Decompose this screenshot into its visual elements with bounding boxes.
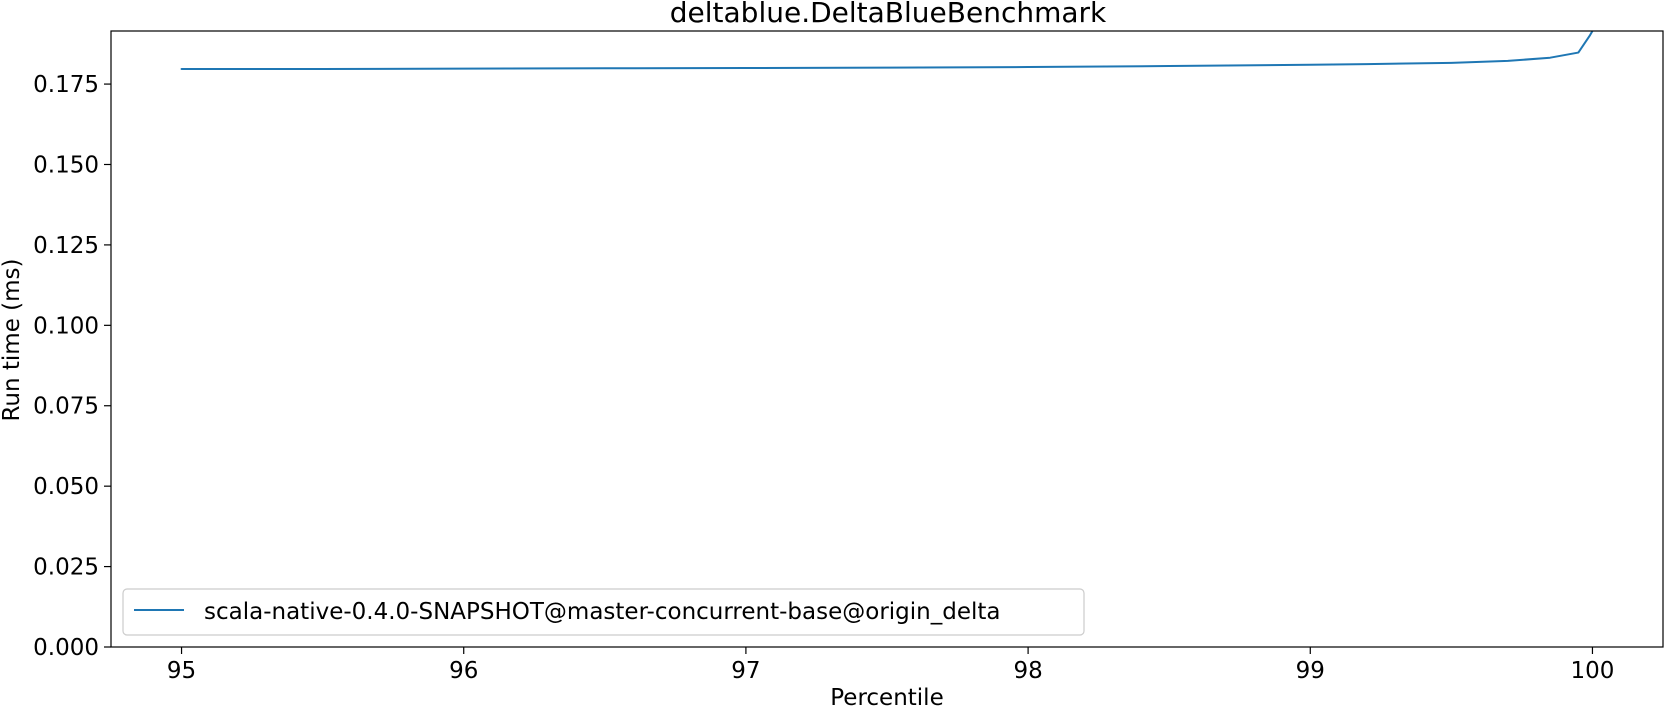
x-tick-label: 95: [167, 658, 196, 684]
y-tick-label: 0.100: [33, 313, 99, 339]
y-tick-label: 0.050: [33, 474, 99, 500]
y-axis: 0.000 0.025 0.050 0.075 0.100 0.125 0.150 0.175: [33, 72, 111, 661]
y-tick-label: 0.150: [33, 152, 99, 178]
x-tick-label: 100: [1571, 658, 1615, 684]
series-layer: [180, 31, 1594, 70]
y-tick-label: 0.025: [33, 555, 99, 581]
x-tick-label: 98: [1013, 658, 1042, 684]
plot-area: [111, 31, 1663, 647]
plot-frame: [110, 30, 1664, 648]
chart-title: deltablue.DeltaBlueBenchmark: [670, 0, 1107, 29]
y-axis-label: Run time (ms): [0, 258, 25, 421]
legend-label: scala-native-0.4.0-SNAPSHOT@master-concu…: [204, 599, 1001, 625]
x-axis: 95 96 97 98 99 100: [167, 647, 1615, 684]
y-tick-label: 0.000: [33, 635, 99, 661]
legend-box: [122, 588, 1085, 636]
x-tick-label: 97: [731, 658, 760, 684]
x-axis-label: Percentile: [830, 685, 943, 710]
legend: scala-native-0.4.0-SNAPSHOT@master-concu…: [122, 588, 1085, 636]
y-tick-label: 0.125: [33, 233, 99, 259]
y-tick-label: 0.175: [33, 72, 99, 98]
series-line: [180, 31, 1594, 70]
x-tick-label: 96: [449, 658, 478, 684]
x-tick-label: 99: [1296, 658, 1325, 684]
y-tick-label: 0.075: [33, 394, 99, 420]
